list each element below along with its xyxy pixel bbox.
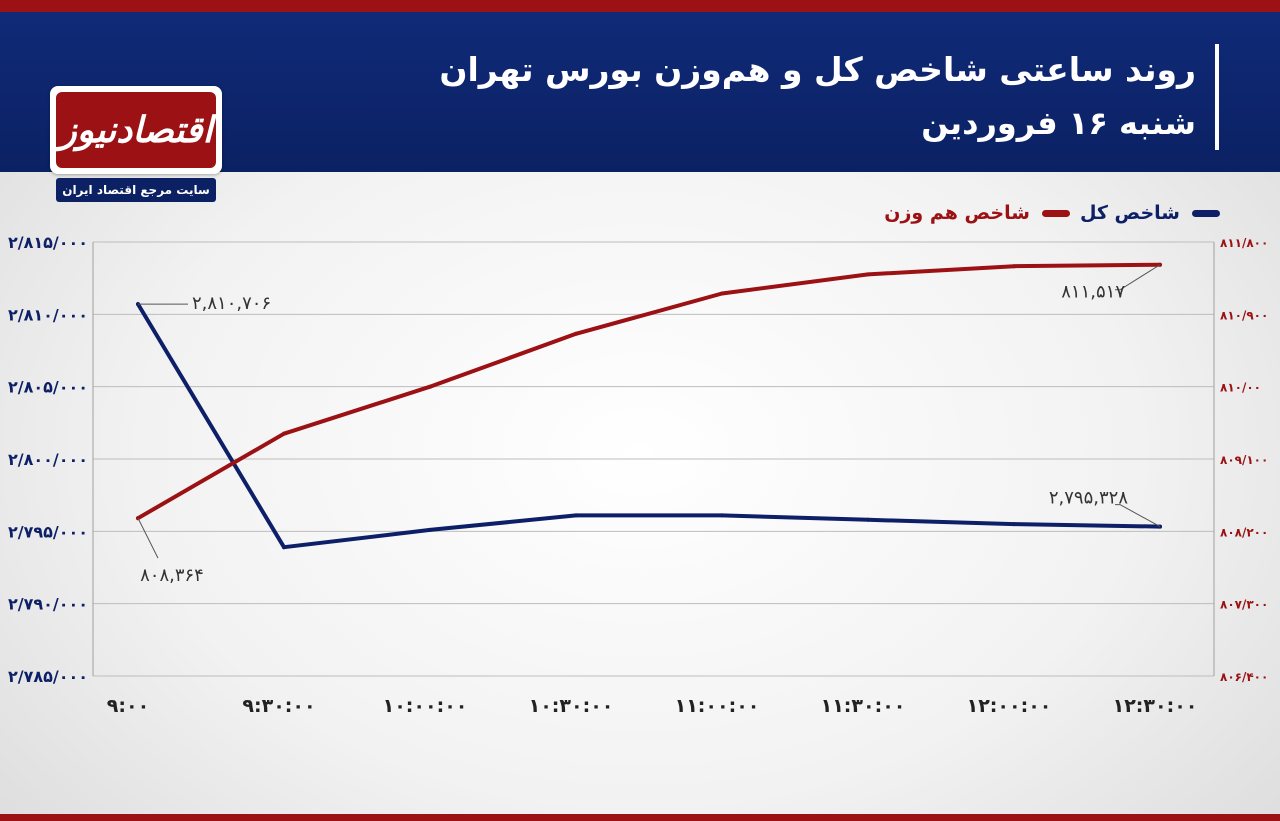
right-tick-label: ۸۱۰/۹۰۰ bbox=[1220, 308, 1268, 322]
data-point-total bbox=[428, 527, 432, 532]
logo-tagline: سایت مرجع اقتصاد ایران bbox=[56, 178, 216, 202]
left-tick-label: ۲/۸۱۵/۰۰۰ bbox=[8, 233, 88, 252]
data-point-equal bbox=[720, 291, 724, 296]
legend-swatch-total bbox=[1192, 209, 1220, 217]
logo-wordmark: اقتصادنیوز bbox=[56, 92, 216, 168]
legend-swatch-equal bbox=[1041, 209, 1070, 217]
left-tick-label: ۲/۷۸۵/۰۰۰ bbox=[8, 667, 88, 686]
x-tick-label: ۱۰:۳۰:۰۰ bbox=[529, 695, 614, 717]
x-tick-label: ۱۱:۰۰:۰۰ bbox=[675, 695, 760, 717]
header-divider bbox=[1215, 44, 1219, 150]
left-tick-label: ۲/۷۹۰/۰۰۰ bbox=[8, 595, 88, 614]
x-tick-label: ۱۲:۰۰:۰۰ bbox=[967, 695, 1052, 717]
data-point-equal bbox=[282, 431, 286, 436]
right-tick-label: ۸۰۹/۱۰۰ bbox=[1220, 453, 1268, 467]
series-line-equal bbox=[136, 262, 1162, 521]
legend-item-equal: شاخص هم وزن bbox=[884, 202, 1070, 224]
data-label: ۲,۷۹۵,۳۲۸ bbox=[1049, 488, 1128, 509]
data-point-equal bbox=[1012, 264, 1016, 269]
legend-item-total: شاخص کل bbox=[1080, 202, 1220, 224]
data-point-total bbox=[574, 513, 578, 518]
x-tick-label: ۱۲:۳۰:۰۰ bbox=[1113, 695, 1198, 717]
legend-label-total: شاخص کل bbox=[1079, 202, 1180, 224]
series-line-total bbox=[136, 302, 1162, 550]
data-point-total bbox=[1012, 522, 1016, 527]
annotation-leader bbox=[1115, 264, 1161, 291]
bottom-accent-strip bbox=[0, 814, 1280, 821]
data-label: ۸۰۸,۳۶۴ bbox=[140, 565, 204, 586]
annotation-leader bbox=[137, 517, 159, 559]
brand-logo: اقتصادنیوز bbox=[50, 86, 222, 174]
x-tick-label: ۹:۰۰ bbox=[107, 695, 149, 717]
data-point-total bbox=[282, 545, 286, 550]
x-tick-label: ۱۱:۳۰:۰۰ bbox=[821, 695, 906, 717]
chart-title: روند ساعتی شاخص کل و هم‌وزن بورس تهران bbox=[439, 50, 1196, 89]
x-tick-label: ۱۰:۰۰:۰۰ bbox=[383, 695, 468, 717]
right-tick-label: ۸۰۸/۲۰۰ bbox=[1220, 525, 1268, 539]
data-label: ۸۱۱,۵۱۷ bbox=[1061, 282, 1125, 303]
x-tick-label: ۹:۳۰:۰۰ bbox=[242, 695, 315, 717]
data-point-total bbox=[866, 517, 870, 522]
top-accent-strip bbox=[0, 0, 1280, 12]
chart-subtitle: شنبه ۱۶ فروردین bbox=[921, 104, 1196, 142]
right-tick-label: ۸۱۰/۰۰ bbox=[1220, 381, 1261, 395]
left-tick-label: ۲/۸۰۰/۰۰۰ bbox=[8, 450, 88, 469]
right-tick-label: ۸۱۱/۸۰۰ bbox=[1220, 236, 1268, 250]
annotation-leader bbox=[1115, 504, 1161, 528]
right-tick-label: ۸۰۶/۴۰۰ bbox=[1220, 670, 1268, 684]
legend-label-equal: شاخص هم وزن bbox=[884, 202, 1030, 224]
left-tick-label: ۲/۷۹۵/۰۰۰ bbox=[8, 522, 88, 541]
data-point-total bbox=[720, 513, 724, 518]
chart-legend: شاخص کل شاخص هم وزن bbox=[884, 198, 1220, 228]
data-point-equal bbox=[866, 272, 870, 277]
right-tick-label: ۸۰۷/۳۰۰ bbox=[1220, 598, 1268, 612]
data-point-equal bbox=[574, 331, 578, 336]
data-point-equal bbox=[428, 384, 432, 389]
left-tick-label: ۲/۸۱۰/۰۰۰ bbox=[8, 305, 88, 324]
left-tick-label: ۲/۸۰۵/۰۰۰ bbox=[8, 378, 88, 397]
data-label: ۲,۸۱۰,۷۰۶ bbox=[192, 293, 271, 314]
